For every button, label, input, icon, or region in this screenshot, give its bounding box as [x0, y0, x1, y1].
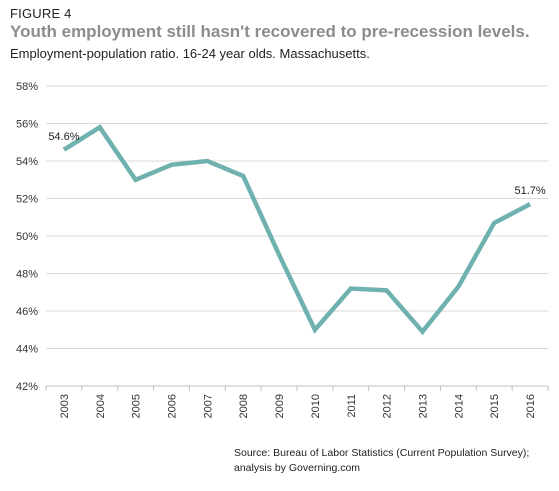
y-tick-label: 42%	[16, 381, 38, 393]
chart-title: Youth employment still hasn't recovered …	[10, 22, 530, 41]
figure-label: FIGURE 4	[10, 6, 72, 21]
data-label: 54.6%	[48, 131, 79, 143]
chart-subtitle: Employment-population ratio. 16-24 year …	[10, 46, 370, 61]
source-note: Source: Bureau of Labor Statistics (Curr…	[234, 446, 554, 476]
x-tick-label: 2014	[453, 394, 465, 418]
source-line-2: analysis by Governing.com	[234, 462, 361, 474]
x-tick-label: 2004	[95, 394, 107, 418]
line-chart: 42% 44% 46% 48% 50% 52% 54% 56% 58% 2003 2004 2005…	[16, 81, 549, 418]
x-tick-label: 2009	[274, 394, 286, 418]
x-tick-label: 2015	[489, 394, 501, 418]
y-tick-label: 44%	[16, 344, 38, 356]
source-line-1: Source: Bureau of Labor Statistics (Curr…	[234, 447, 530, 459]
x-tick-label: 2011	[346, 394, 358, 418]
x-tick-label: 2012	[382, 394, 394, 418]
x-tick-label: 2008	[238, 394, 250, 418]
y-tick-label: 56%	[16, 119, 38, 131]
x-tick-label: 2005	[131, 394, 143, 418]
series-line	[62, 124, 532, 336]
data-label: 51.7%	[514, 185, 545, 197]
x-tick-label: 2006	[167, 394, 179, 418]
y-tick-label: 58%	[16, 81, 38, 93]
y-tick-label: 50%	[16, 231, 38, 243]
y-tick-label: 46%	[16, 306, 38, 318]
x-tick-label: 2007	[202, 394, 214, 418]
y-tick-label: 52%	[16, 194, 38, 206]
y-tick-label: 48%	[16, 269, 38, 281]
x-tick-label: 2016	[525, 394, 537, 418]
y-tick-label: 54%	[16, 156, 38, 168]
x-tick-label: 2010	[310, 394, 322, 418]
x-tick-label: 2013	[418, 394, 430, 418]
x-tick-label: 2003	[59, 394, 71, 418]
